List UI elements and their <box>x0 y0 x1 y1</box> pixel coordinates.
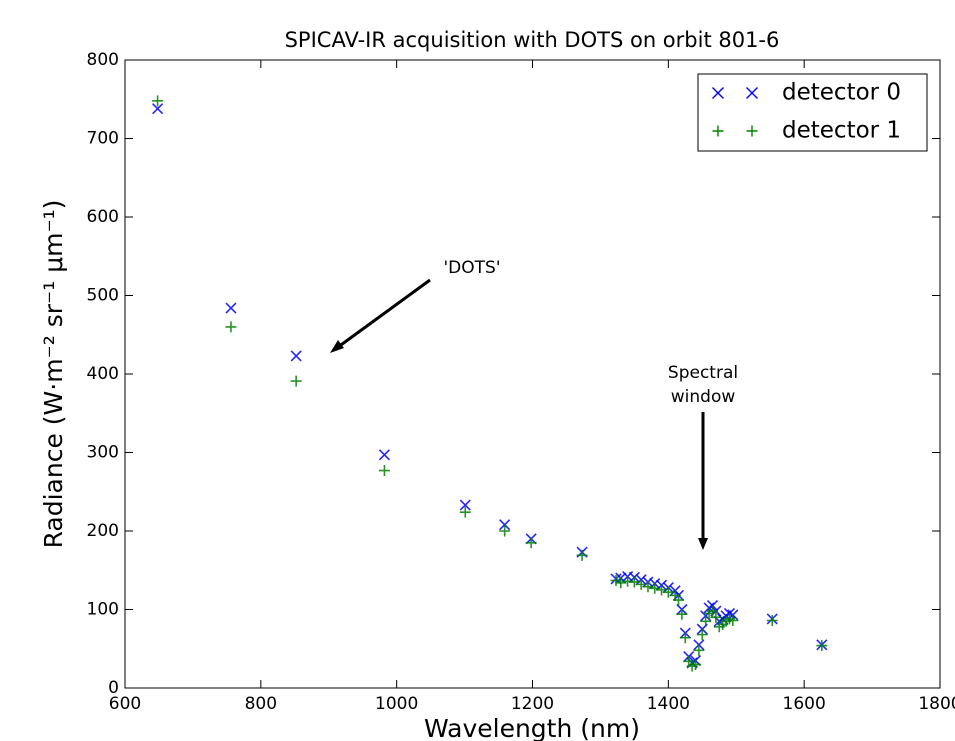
legend-marker <box>712 125 724 137</box>
data-point <box>690 658 701 670</box>
annotation: window <box>671 387 736 407</box>
x-tick-label: 1600 <box>783 694 826 714</box>
legend-marker <box>746 87 758 99</box>
data-point <box>649 582 661 594</box>
data-point <box>662 586 674 598</box>
data-point <box>290 350 302 362</box>
x-axis-label: Wavelength (nm) <box>424 714 640 741</box>
data-point <box>152 103 164 115</box>
data-point <box>679 632 691 644</box>
data-point <box>673 594 685 606</box>
chart-title: SPICAV-IR acquisition with DOTS on orbit… <box>285 28 780 52</box>
data-point <box>610 574 622 586</box>
arrow-head <box>698 538 708 550</box>
legend <box>697 73 928 152</box>
y-tick-label: 200 <box>87 521 119 541</box>
data-point <box>459 499 471 511</box>
data-point <box>499 519 511 531</box>
plot-frame <box>124 59 941 689</box>
legend-marker <box>746 125 758 137</box>
x-tick-label: 1400 <box>647 694 690 714</box>
data-point <box>727 614 739 626</box>
data-point <box>693 644 705 656</box>
data-point <box>710 611 722 623</box>
data-point <box>576 549 588 561</box>
y-tick-label: 300 <box>87 443 119 463</box>
y-tick-label: 800 <box>87 50 119 70</box>
data-point <box>378 465 390 477</box>
data-point <box>525 537 537 549</box>
y-tick-label: 0 <box>108 678 119 698</box>
data-point <box>635 578 647 590</box>
data-point <box>816 640 828 652</box>
y-tick-label: 100 <box>87 600 119 620</box>
data-point <box>706 605 718 617</box>
x-tick-label: 800 <box>245 694 277 714</box>
data-point <box>628 576 640 588</box>
x-tick-label: 600 <box>109 694 141 714</box>
y-axis-label: Radiance (W·m⁻² sr⁻¹ μm⁻¹) <box>39 200 68 549</box>
legend-marker <box>712 87 724 99</box>
annotation-arrow <box>333 278 431 352</box>
y-tick-label: 700 <box>87 129 119 149</box>
data-point <box>696 629 708 641</box>
data-point <box>225 302 237 314</box>
annotation: Spectral <box>668 363 738 383</box>
x-tick-label: 1200 <box>511 694 554 714</box>
data-point <box>642 581 654 593</box>
data-point <box>459 506 471 518</box>
data-point <box>225 321 237 333</box>
annotation: 'DOTS' <box>444 258 501 278</box>
x-tick-label: 1000 <box>375 694 418 714</box>
y-tick-label: 400 <box>87 364 119 384</box>
y-tick-label: 600 <box>87 207 119 227</box>
legend-label: detector 1 <box>782 118 901 144</box>
data-point <box>615 577 627 589</box>
data-point <box>499 525 511 537</box>
legend-label: detector 0 <box>782 80 901 106</box>
data-point <box>656 584 668 596</box>
data-point <box>700 615 712 627</box>
arrow-head <box>330 340 344 353</box>
y-tick-label: 500 <box>87 286 119 306</box>
data-point <box>766 614 778 626</box>
data-point <box>290 375 302 387</box>
data-point <box>676 608 688 620</box>
data-point <box>378 449 391 461</box>
data-point <box>152 95 164 107</box>
